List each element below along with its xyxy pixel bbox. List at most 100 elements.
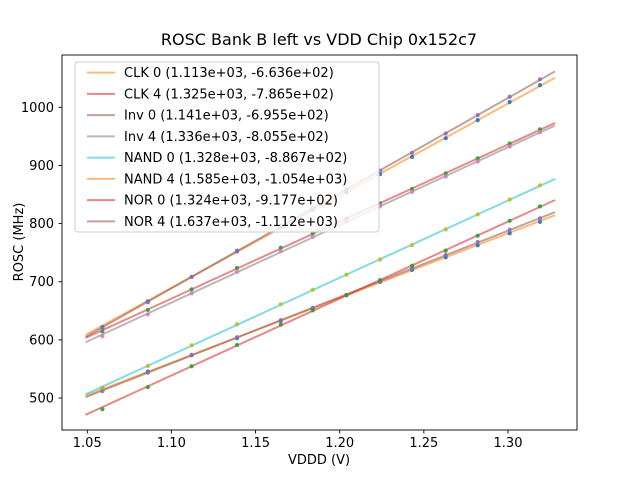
x-tick-label: 1.25 (409, 436, 438, 451)
data-point (443, 252, 448, 258)
data-point (344, 272, 349, 277)
data-point (409, 189, 415, 194)
data-point (443, 136, 448, 141)
data-point (475, 212, 480, 217)
scatter-nand-0 (100, 183, 543, 390)
data-point (443, 131, 448, 136)
data-point (189, 274, 194, 280)
legend-label-nand-4: NAND 4 (1.585e+03, -1.054e+03) (124, 172, 347, 187)
x-axis-label: VDDD (V) (288, 453, 350, 468)
legend-label-clk-4: CLK 4 (1.325e+03, -7.865e+02) (124, 87, 334, 102)
y-tick-label: 800 (29, 217, 54, 232)
data-point (145, 385, 150, 390)
data-point (100, 407, 105, 412)
legend-item-nor-4: NOR 4 (1.637e+03, -1.112e+03) (87, 215, 338, 230)
data-point (234, 248, 240, 253)
legend-label-clk-0: CLK 0 (1.113e+03, -6.636e+02) (124, 66, 334, 81)
data-point (189, 352, 194, 357)
data-point (537, 216, 543, 221)
data-point (507, 218, 512, 223)
plot-area: 1.05 1.10 1.15 1.20 1.25 1.30 500 600 700 800 900 1… (21, 70, 556, 451)
y-tick-label: 1000 (21, 101, 54, 116)
data-point (377, 277, 383, 283)
legend-label-nand-0: NAND 0 (1.328e+03, -8.867e+02) (124, 151, 347, 166)
data-point (475, 113, 480, 118)
legend-label-nor-0: NOR 0 (1.324e+03, -9.177e+02) (124, 194, 338, 209)
data-point (507, 144, 512, 149)
data-point (234, 335, 240, 340)
data-point (189, 291, 194, 296)
legend-label-inv-0: Inv 0 (1.141e+03, -6.955e+02) (124, 109, 329, 124)
data-point (145, 363, 150, 369)
data-point (409, 150, 415, 155)
data-point (507, 99, 512, 105)
data-point (278, 249, 283, 254)
axes-spines (61, 54, 578, 431)
legend-box (74, 61, 380, 233)
data-point (443, 174, 448, 179)
data-point (475, 156, 480, 161)
data-point (409, 243, 415, 248)
data-point (537, 83, 543, 88)
data-point (507, 227, 512, 232)
data-point (507, 197, 512, 202)
data-point (278, 322, 283, 327)
legend: CLK 0 (1.113e+03, -6.636e+02) CLK 4 (1.32… (74, 61, 380, 233)
data-point (100, 389, 105, 394)
x-tick-label: 1.05 (73, 436, 102, 451)
data-point (443, 248, 448, 253)
data-point (278, 245, 283, 250)
data-point (537, 183, 543, 188)
data-point (475, 239, 480, 245)
legend-label-nor-4: NOR 4 (1.637e+03, -1.112e+03) (124, 215, 338, 230)
data-point (537, 204, 543, 209)
data-point (145, 312, 150, 317)
legend-item-nand-4: NAND 4 (1.585e+03, -1.054e+03) (87, 172, 347, 187)
data-point (409, 154, 415, 160)
data-point (234, 269, 240, 274)
x-tick-label: 1.30 (494, 436, 523, 451)
data-point (145, 307, 150, 313)
chart-title: ROSC Bank B left vs VDD Chip 0x152c7 (161, 30, 477, 49)
data-point (100, 385, 105, 390)
data-point (310, 234, 315, 239)
data-point (310, 308, 315, 313)
data-point (278, 318, 283, 323)
data-point (234, 342, 240, 348)
data-point (537, 130, 543, 135)
y-tick-label: 900 (29, 159, 54, 174)
data-point (310, 287, 315, 292)
data-point (234, 265, 240, 271)
data-point (377, 257, 383, 262)
data-point (537, 77, 543, 82)
data-point (443, 171, 448, 176)
legend-item-nand-0: NAND 0 (1.328e+03, -8.867e+02) (87, 151, 347, 166)
data-point (507, 231, 512, 236)
data-point (189, 343, 194, 348)
x-tick-label: 1.15 (241, 436, 270, 451)
data-point (443, 227, 448, 232)
legend-item-inv-0: Inv 0 (1.141e+03, -6.955e+02) (87, 109, 329, 124)
legend-item-clk-4: CLK 4 (1.325e+03, -7.865e+02) (87, 87, 334, 102)
legend-item-clk-0: CLK 0 (1.113e+03, -6.636e+02) (87, 66, 334, 81)
data-point (475, 118, 480, 123)
data-point (100, 334, 105, 339)
legend-item-nor-0: NOR 0 (1.324e+03, -9.177e+02) (87, 194, 338, 209)
y-axis-label: ROSC (MHz) (12, 203, 27, 282)
data-point (507, 141, 512, 146)
data-point (234, 322, 240, 327)
data-point (100, 326, 105, 331)
scatter-nor-0 (100, 204, 543, 412)
data-point (475, 159, 480, 164)
data-point (278, 302, 283, 307)
x-tick-label: 1.10 (157, 436, 186, 451)
data-point (189, 364, 194, 369)
data-point (145, 370, 150, 375)
y-tick-label: 700 (29, 275, 54, 290)
data-point (344, 293, 349, 298)
y-tick-label: 600 (29, 333, 54, 348)
data-point (145, 300, 150, 305)
data-point (409, 263, 415, 268)
